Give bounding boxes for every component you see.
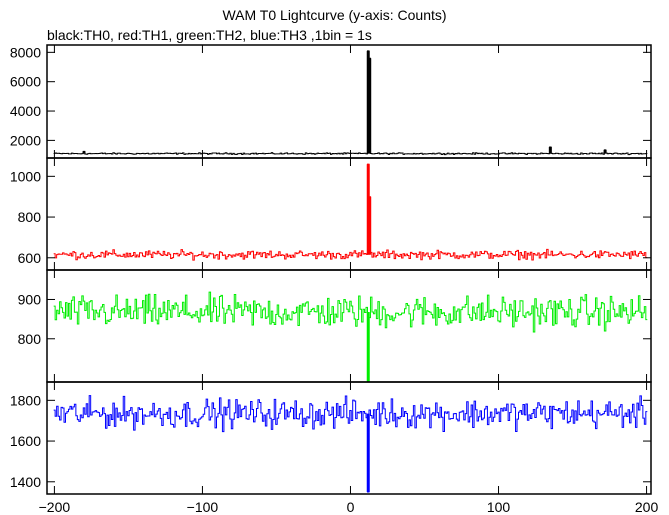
y-tick-label-th1-1000: 1000: [10, 168, 41, 184]
y-tick-label-th0-6000: 6000: [10, 74, 41, 90]
y-tick-label-th0-8000: 8000: [10, 44, 41, 60]
y-tick-label-th0-2000: 2000: [10, 132, 41, 148]
chart-subtitle: black:TH0, red:TH1, green:TH2, blue:TH3 …: [47, 27, 372, 43]
panel-frame-th3: [46, 381, 652, 495]
chart-title: WAM T0 Lightcurve (y-axis: Counts): [222, 7, 447, 23]
x-tick-label-0: 0: [347, 499, 355, 515]
series-line-th2: [53, 291, 648, 382]
y-tick-label-th0-4000: 4000: [10, 103, 41, 119]
series-line-th3: [53, 395, 648, 493]
y-tick-label-th3-1800: 1800: [10, 392, 41, 408]
y-tick-label-th1-600: 600: [18, 250, 42, 266]
series-line-th1: [53, 163, 648, 261]
y-tick-label-th2-800: 800: [18, 331, 42, 347]
x-tick-label-100: 100: [487, 499, 511, 515]
y-tick-label-th2-900: 900: [18, 291, 42, 307]
y-tick-label-th3-1400: 1400: [10, 474, 41, 490]
panel-frame-th0: [46, 44, 652, 159]
y-tick-label-th3-1600: 1600: [10, 433, 41, 449]
x-tick-label--200: −200: [39, 499, 71, 515]
y-tick-label-th1-800: 800: [18, 209, 42, 225]
panel-frame-th2: [46, 269, 652, 383]
series-line-th0: [53, 50, 648, 156]
x-tick-label-200: 200: [635, 499, 659, 515]
x-tick-label--100: −100: [187, 499, 219, 515]
